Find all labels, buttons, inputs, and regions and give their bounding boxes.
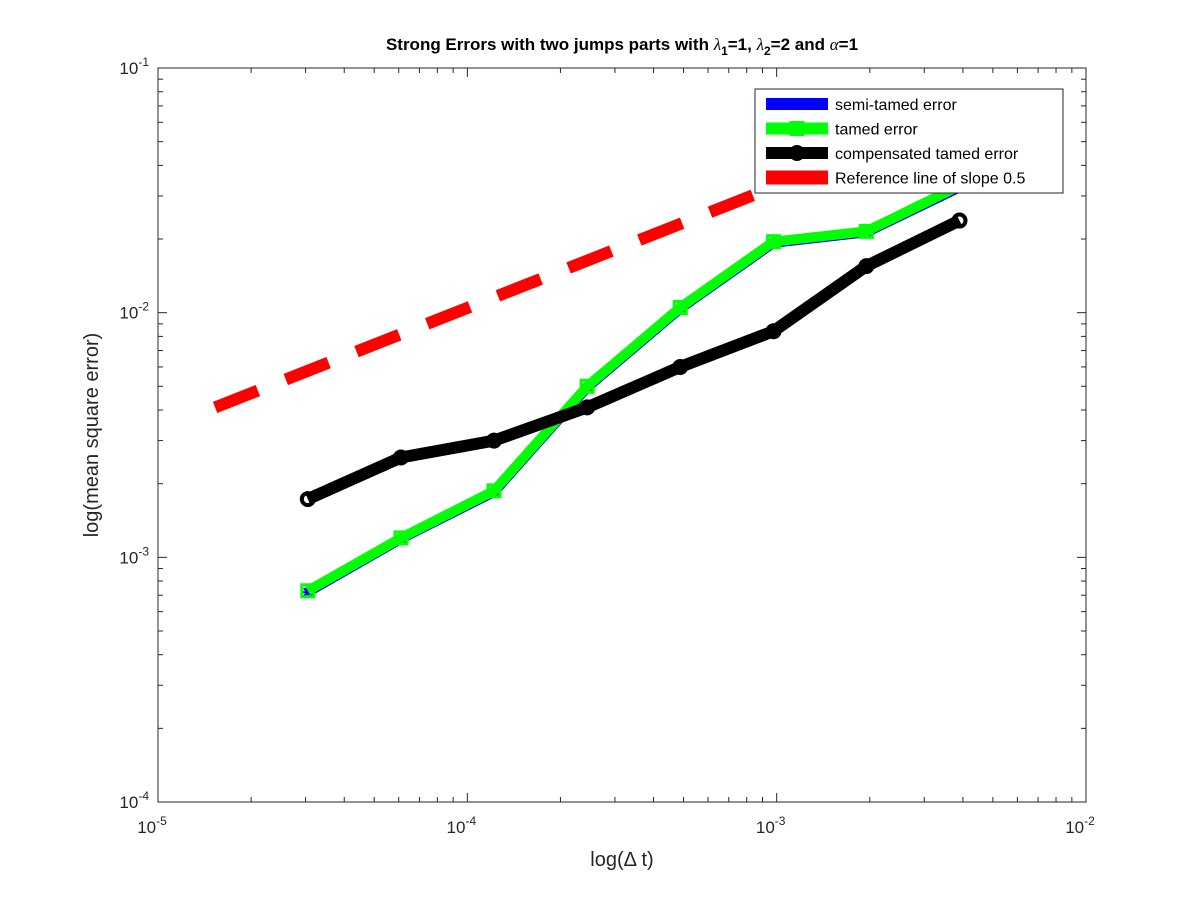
y-tick-label: 10-1 — [119, 55, 149, 78]
legend-item: compensated tamed error — [766, 145, 1019, 163]
series-line-2 — [305, 215, 963, 505]
data-point — [858, 258, 875, 275]
x-axis-label: log(Δ t) — [590, 849, 653, 871]
y-tick-label: 10-3 — [119, 544, 149, 567]
data-point — [765, 323, 782, 340]
legend-label: Reference line of slope 0.5 — [835, 171, 1025, 188]
tick-labels: 10-5 10-4 10-3 10-210-410-310-210-1 — [119, 55, 1095, 837]
x-tick-label: 10-5 — [137, 814, 167, 837]
data-point — [672, 358, 689, 375]
x-tick-label: 10-3 — [756, 814, 786, 837]
data-point — [579, 378, 595, 394]
data-point — [486, 483, 502, 499]
series-layer — [212, 108, 968, 599]
legend-item: semi-tamed error — [766, 97, 957, 114]
y-axis-label: log(mean square error) — [81, 333, 103, 538]
legend-item: Reference line of slope 0.5 — [766, 170, 1025, 188]
data-point — [766, 234, 782, 250]
data-point — [300, 583, 316, 599]
legend-label: semi-tamed error — [835, 97, 957, 114]
chart-title: Strong Errors with two jumps parts with … — [386, 35, 858, 58]
tick-marks — [157, 67, 1087, 803]
data-point — [299, 491, 316, 508]
legend-label: tamed error — [835, 122, 918, 139]
axes-box — [157, 67, 1087, 803]
data-point — [672, 299, 688, 315]
data-point — [579, 399, 596, 416]
y-tick-label: 10-4 — [119, 789, 149, 812]
series-line-3 — [212, 108, 962, 413]
data-point — [392, 449, 409, 466]
legend-label: compensated tamed error — [835, 146, 1019, 163]
series-line-1 — [305, 181, 962, 596]
legend-item: tamed error — [766, 121, 918, 139]
data-point — [486, 432, 503, 449]
y-tick-label: 10-2 — [119, 300, 149, 323]
data-point — [858, 223, 874, 239]
data-point — [393, 530, 409, 546]
x-tick-label: 10-4 — [447, 814, 477, 837]
data-point — [951, 212, 968, 229]
legend: semi-tamed error tamed error compensated t… — [754, 88, 1064, 194]
x-tick-label: 10-2 — [1065, 814, 1095, 837]
